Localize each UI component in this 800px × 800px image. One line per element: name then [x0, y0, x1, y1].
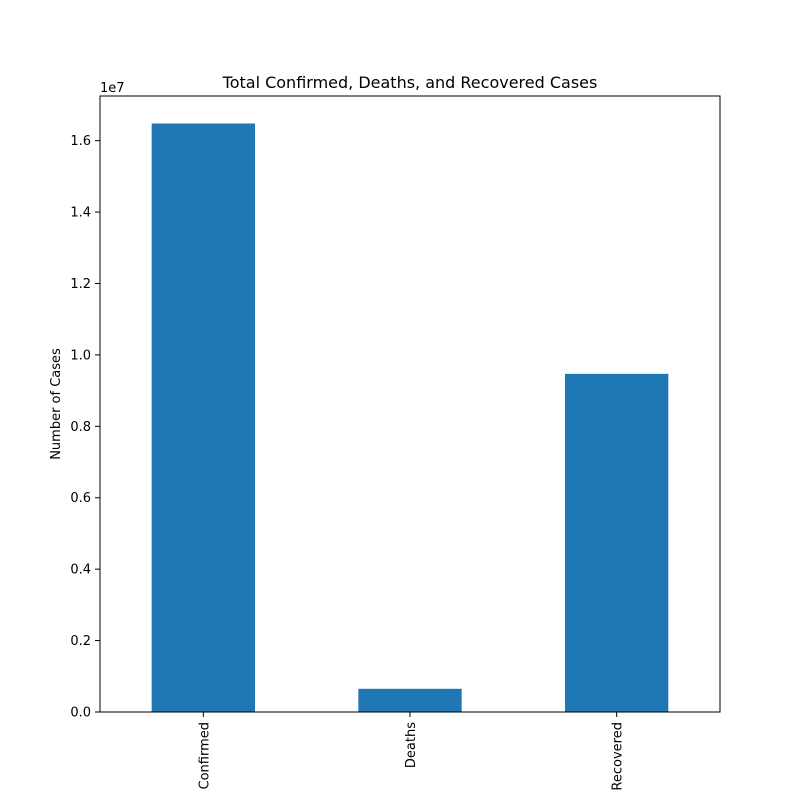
x-tick-label: Recovered	[611, 722, 626, 791]
y-tick-label: 0.8	[70, 420, 91, 435]
y-tick-label: 1.4	[70, 206, 91, 221]
y-tick-label: 1.6	[70, 134, 91, 149]
y-tick-label: 0.4	[70, 563, 91, 578]
x-axis: Confirmed Deaths Recovered	[197, 712, 626, 791]
x-tick-label: Confirmed	[197, 722, 212, 790]
y-tick-label: 0.0	[70, 706, 91, 721]
y-tick-label: 1.2	[70, 277, 91, 292]
y-axis: 0.0 0.2 0.4 0.6 0.8 1.0 1.2 1.4 1.6	[70, 134, 100, 721]
chart-title: Total Confirmed, Deaths, and Recovered C…	[222, 73, 598, 92]
y-tick-label: 0.2	[70, 634, 91, 649]
bar-confirmed	[151, 123, 255, 712]
bars-layer	[151, 123, 669, 712]
bar-recovered	[565, 373, 669, 712]
x-tick-label: Deaths	[404, 722, 419, 768]
y-tick-label: 0.6	[70, 491, 91, 506]
plot-frame	[99, 95, 721, 713]
y-tick-label: 1.0	[70, 348, 91, 363]
y-axis-label: Number of Cases	[49, 348, 64, 460]
y-axis-offset-label: 1e7	[100, 81, 125, 96]
bar-deaths	[358, 688, 462, 712]
